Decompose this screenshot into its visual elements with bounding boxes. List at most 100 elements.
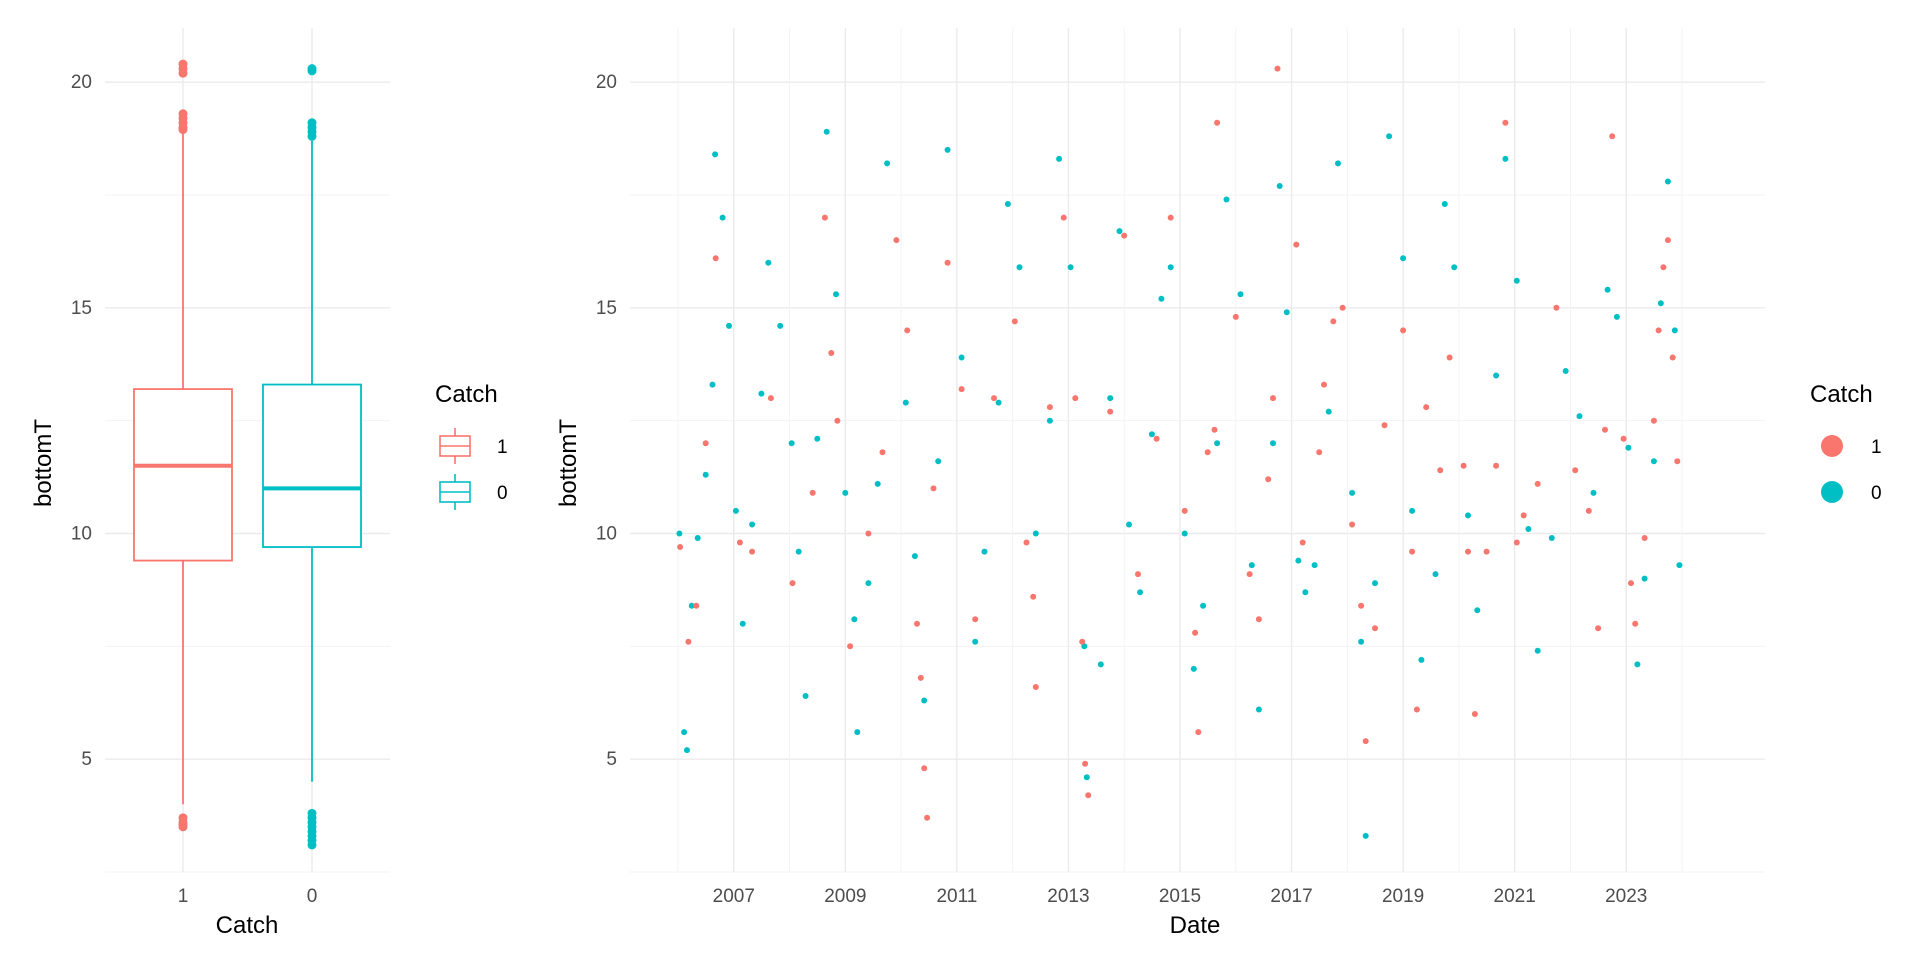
data-point — [1167, 214, 1174, 221]
data-point — [693, 602, 700, 609]
data-point — [1335, 160, 1341, 167]
data-point — [1248, 562, 1255, 569]
x-tick-label: 0 — [307, 886, 318, 907]
data-point — [1613, 313, 1620, 320]
legend-key-0 — [439, 474, 471, 510]
data-point — [1474, 607, 1481, 614]
scatter-x-ticks: 2007 2009 2011 2013 2015 2017 2019 2021 2023 — [713, 886, 1648, 907]
data-point — [1032, 530, 1039, 537]
data-point — [719, 214, 726, 221]
x-tick-label: 2011 — [936, 886, 977, 907]
data-point — [1585, 507, 1592, 514]
data-point — [1655, 327, 1662, 334]
data-point — [972, 638, 979, 645]
boxplot-boxes — [133, 59, 362, 850]
data-point — [1602, 426, 1608, 433]
data-point — [1513, 539, 1520, 546]
data-point — [1609, 133, 1616, 140]
data-point — [1046, 404, 1053, 411]
data-point — [1004, 201, 1011, 207]
data-point — [749, 548, 756, 555]
data-point — [944, 146, 951, 153]
x-tick-label: 2013 — [1047, 886, 1089, 907]
data-point — [795, 548, 802, 555]
data-point — [1358, 638, 1365, 645]
data-point — [1032, 684, 1039, 690]
scatter-legend: Catch 1 0 — [1810, 381, 1882, 504]
box-iqr — [262, 383, 362, 548]
data-point — [1641, 575, 1648, 582]
data-point — [1676, 562, 1683, 569]
data-point — [1553, 304, 1560, 311]
legend-key-1 — [1821, 435, 1843, 457]
data-point — [1023, 539, 1030, 546]
data-point — [1265, 476, 1272, 483]
y-tick-label: 20 — [596, 72, 617, 93]
data-point — [851, 616, 858, 623]
data-point — [879, 449, 886, 456]
data-point — [1641, 535, 1648, 541]
data-point — [1418, 656, 1425, 663]
data-point — [1192, 629, 1199, 636]
data-point — [1437, 467, 1444, 474]
data-point — [1097, 661, 1104, 668]
box-1 — [133, 59, 233, 832]
data-point — [1107, 408, 1114, 415]
data-point — [1664, 237, 1671, 244]
data-point — [767, 395, 774, 402]
data-point — [1067, 264, 1074, 271]
data-point — [874, 480, 881, 487]
x-tick-label: 2015 — [1159, 886, 1201, 907]
data-point — [1167, 264, 1174, 271]
data-point — [1116, 228, 1123, 235]
y-tick-label: 15 — [71, 298, 92, 319]
data-point — [958, 386, 965, 393]
data-point — [1148, 431, 1155, 438]
data-point — [1330, 318, 1337, 325]
data-point — [1409, 548, 1416, 555]
data-point — [1650, 417, 1657, 424]
data-point — [904, 327, 911, 334]
data-point — [1483, 548, 1490, 555]
data-point — [685, 638, 692, 645]
data-point — [1255, 616, 1262, 623]
data-point — [1204, 449, 1211, 456]
data-point — [702, 471, 709, 478]
data-point — [736, 539, 743, 546]
data-point — [739, 620, 746, 627]
data-point — [1358, 602, 1365, 609]
data-point — [1295, 557, 1302, 564]
data-point — [1372, 580, 1378, 587]
data-point — [1409, 507, 1416, 514]
data-point — [758, 390, 765, 397]
data-point — [1153, 435, 1160, 442]
data-point — [1046, 417, 1053, 424]
data-point — [1502, 119, 1509, 126]
data-point — [732, 507, 739, 514]
data-point — [1316, 449, 1323, 456]
box-outlier — [178, 822, 188, 832]
x-tick-label: 2023 — [1605, 886, 1647, 907]
legend-label: 0 — [497, 483, 508, 504]
data-point — [854, 729, 861, 736]
data-point — [1214, 119, 1221, 126]
data-point — [1534, 480, 1541, 487]
data-point — [865, 580, 872, 587]
data-point — [1137, 589, 1144, 596]
data-point — [1107, 395, 1114, 402]
x-tick-label: 2007 — [713, 886, 755, 907]
box-iqr — [133, 388, 233, 562]
data-point — [1255, 706, 1262, 713]
data-point — [1362, 738, 1369, 745]
data-point — [1349, 489, 1356, 496]
data-point — [1246, 571, 1253, 578]
x-tick-label: 2021 — [1494, 886, 1536, 907]
data-point — [1276, 183, 1283, 189]
scatter-y-ticks: 5 10 15 20 — [596, 72, 617, 770]
data-point — [1441, 201, 1448, 207]
data-point — [1386, 133, 1393, 140]
scatter-points — [676, 65, 1683, 839]
data-point — [1634, 661, 1641, 668]
data-point — [1060, 214, 1067, 221]
